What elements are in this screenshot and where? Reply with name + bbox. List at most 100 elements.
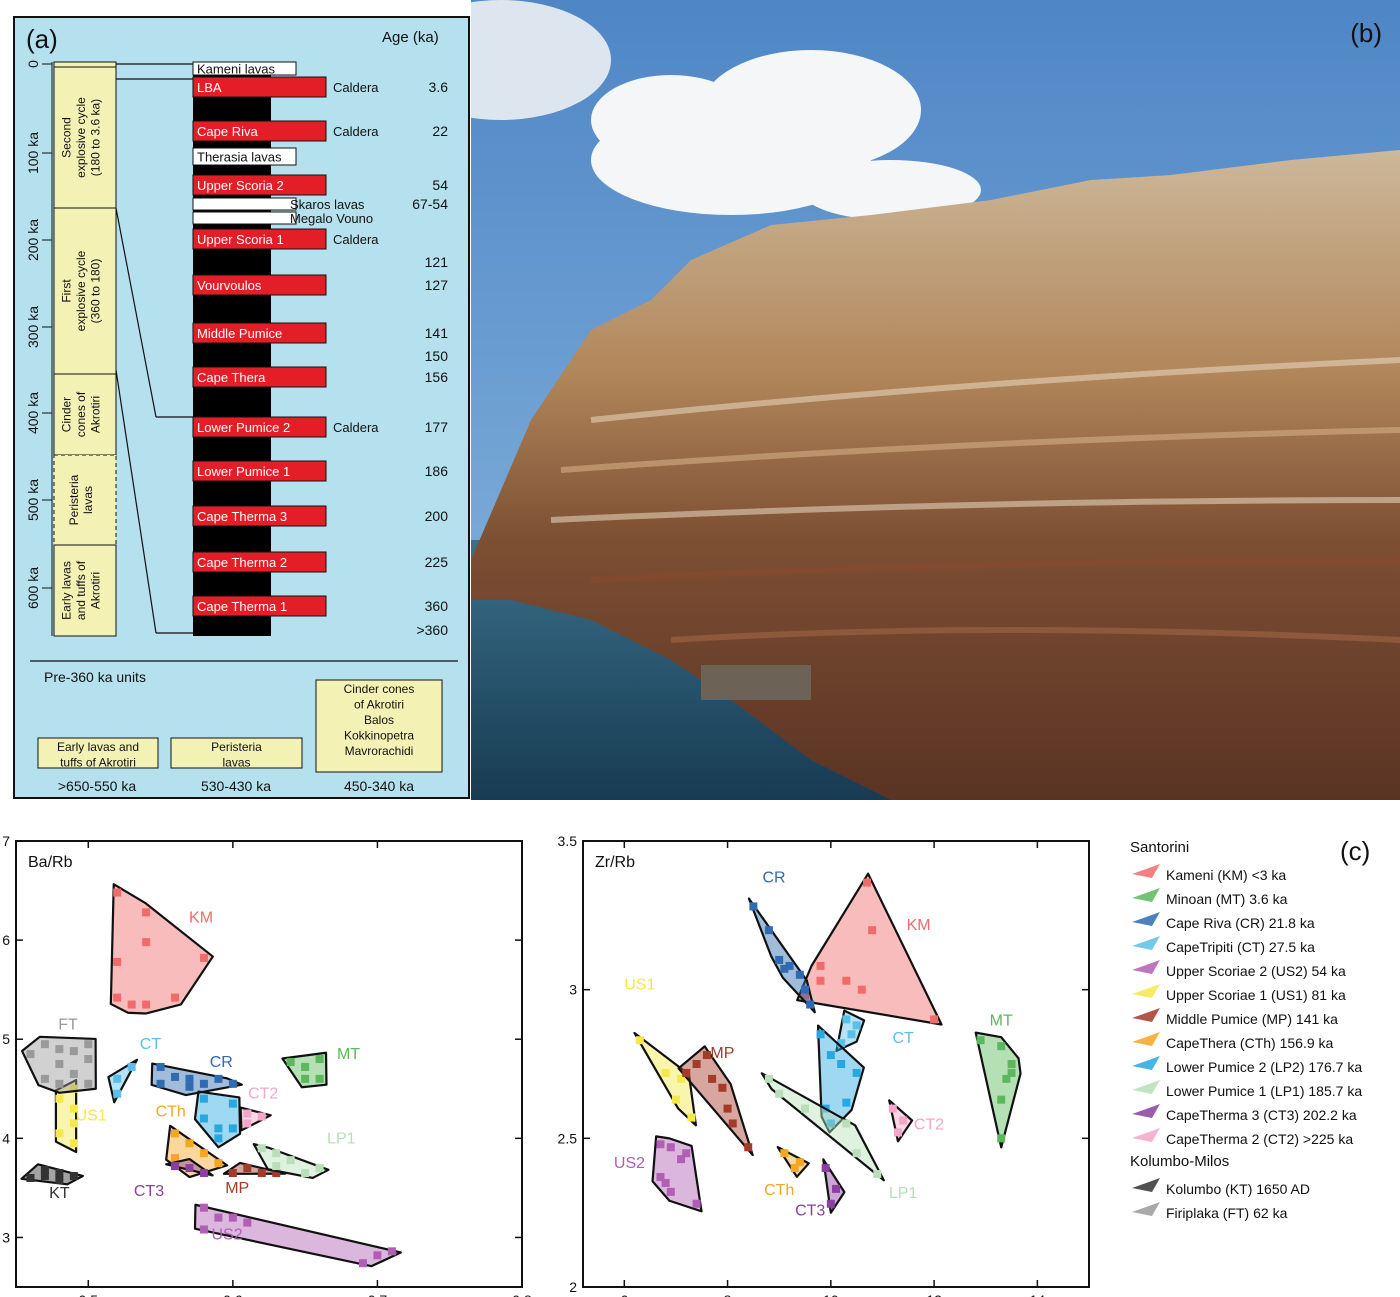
lava-label: Skaros lavas bbox=[290, 197, 365, 212]
data-point bbox=[656, 1140, 665, 1149]
pre-unit-label: lavas bbox=[222, 756, 250, 770]
cycle-label: Peristerialavas bbox=[67, 474, 95, 525]
data-point bbox=[315, 1164, 324, 1173]
data-point bbox=[69, 1119, 78, 1128]
field-mp bbox=[222, 1161, 287, 1175]
chart-zr-rb-vs-ba-y: 6810121422.533.5Ba/ YZr/RbKMMTCRCTUS2US1… bbox=[558, 833, 1090, 1297]
pre-unit-label: of Akrotiri bbox=[354, 698, 404, 712]
data-point bbox=[113, 1074, 122, 1083]
data-point bbox=[718, 1083, 727, 1092]
eruption-label: Lower Pumice 2 bbox=[197, 420, 290, 435]
axis-tick-label: 300 ka bbox=[25, 306, 41, 348]
age-label: 177 bbox=[425, 419, 449, 435]
pre-unit-label: tuffs of Akrotiri bbox=[60, 756, 136, 770]
data-point bbox=[69, 1047, 78, 1056]
data-point bbox=[775, 1089, 784, 1098]
data-point bbox=[84, 1040, 93, 1049]
age-label: 200 bbox=[425, 508, 449, 524]
eruption-bar bbox=[192, 505, 327, 527]
x-tick-label: 12 bbox=[926, 1292, 942, 1297]
legend-swatch bbox=[1132, 1056, 1160, 1070]
data-point bbox=[40, 1171, 49, 1180]
data-point bbox=[899, 1116, 908, 1125]
field-lp2 bbox=[193, 1090, 242, 1149]
data-point bbox=[806, 1000, 815, 1009]
cycle-label-line: Peristeria bbox=[67, 474, 81, 525]
series-label: CT3 bbox=[134, 1183, 164, 1200]
connector-line bbox=[115, 207, 157, 418]
cycle-label: Secondexplosive cycle(180 to 3.6 ka) bbox=[60, 97, 103, 178]
data-point bbox=[171, 993, 180, 1002]
data-point bbox=[228, 1124, 237, 1133]
data-point bbox=[55, 1094, 64, 1103]
data-point bbox=[842, 1119, 851, 1128]
chart-ba-rb-vs-th-la: 0.50.60.70.834567Th/LaBa/RbKMMTCRCTUS2US… bbox=[2, 833, 532, 1297]
caldera-label: Caldera bbox=[333, 232, 379, 247]
data-point bbox=[816, 961, 825, 970]
data-point bbox=[821, 1164, 830, 1173]
legend-swatch bbox=[1132, 864, 1160, 878]
data-point bbox=[677, 1155, 686, 1164]
pre-unit-label: Mavrorachidi bbox=[345, 744, 414, 758]
data-point bbox=[702, 1051, 711, 1060]
data-point bbox=[142, 938, 151, 947]
series-label: US1 bbox=[624, 977, 655, 994]
age-label: >360 bbox=[416, 622, 448, 638]
kameni-box bbox=[53, 61, 117, 68]
data-point bbox=[976, 1036, 985, 1045]
legend-entry: Firiplaka (FT) 62 ka bbox=[1166, 1205, 1288, 1221]
series-label: KT bbox=[49, 1185, 70, 1202]
panel-c-charts: 0.50.60.70.834567Th/LaBa/RbKMMTCRCTUS2US… bbox=[2, 833, 1370, 1297]
data-point bbox=[214, 1213, 223, 1222]
x-tick-label: 0.5 bbox=[79, 1292, 99, 1297]
data-point bbox=[55, 1169, 64, 1178]
data-point bbox=[40, 1074, 49, 1083]
field-kt bbox=[20, 1163, 84, 1186]
caldera-label: Caldera bbox=[333, 80, 379, 95]
pre-unit-label: Cinder cones bbox=[344, 682, 415, 696]
legend-swatch bbox=[1132, 888, 1160, 902]
data-point bbox=[315, 1074, 324, 1083]
pre-units-title: Pre-360 ka units bbox=[44, 669, 146, 685]
data-point bbox=[171, 1072, 180, 1081]
age-label: 127 bbox=[425, 277, 449, 293]
cycle-label-line: explosive cycle bbox=[74, 97, 88, 178]
eruption-bar bbox=[192, 174, 327, 196]
eruption-label: Cape Thera bbox=[197, 370, 266, 385]
series-label: MT bbox=[337, 1046, 360, 1063]
data-point bbox=[1002, 1074, 1011, 1083]
data-point bbox=[842, 976, 851, 985]
data-point bbox=[744, 1143, 753, 1152]
caldera-label: Caldera bbox=[333, 420, 379, 435]
data-point bbox=[826, 1051, 835, 1060]
axis-tick-label: 400 ka bbox=[25, 392, 41, 434]
pre-unit-box bbox=[315, 679, 443, 773]
legend-entry: Minoan (MT) 3.6 ka bbox=[1166, 891, 1288, 907]
data-point bbox=[1007, 1068, 1016, 1077]
eruption-bar bbox=[192, 551, 327, 573]
y-tick-label: 4 bbox=[2, 1130, 10, 1146]
eruption-label: Upper Scoria 2 bbox=[197, 178, 284, 193]
eruption-label: Lower Pumice 1 bbox=[197, 464, 290, 479]
data-point bbox=[801, 985, 810, 994]
legend-entry: Lower Pumice 1 (LP1) 185.7 ka bbox=[1166, 1083, 1362, 1099]
data-point bbox=[837, 1039, 846, 1048]
pre-unit-label: Kokkinopetra bbox=[344, 729, 414, 743]
legend: Santorini Kameni (KM) <3 ka Minoan (MT) 3.… bbox=[1130, 839, 1362, 1221]
lava-label: Megalo Vouno bbox=[290, 211, 373, 226]
data-point bbox=[837, 1060, 846, 1068]
data-point bbox=[764, 1074, 773, 1083]
panel-a-stratigraphy: (a) Age (ka) 0 100 ka 200 ka 300 ka 400 ka 50… bbox=[13, 16, 470, 799]
data-point bbox=[171, 1129, 180, 1138]
panel-b-photo: (b) bbox=[471, 0, 1400, 800]
eruption-label: Cape Therma 1 bbox=[197, 599, 287, 614]
data-point bbox=[243, 1109, 252, 1118]
y-tick-label: 3 bbox=[569, 982, 577, 998]
data-point bbox=[142, 1000, 151, 1009]
eruption-bar bbox=[192, 322, 327, 344]
legend-entry: CapeTherma 3 (CT3) 202.2 ka bbox=[1166, 1107, 1357, 1123]
cycle-box bbox=[53, 544, 117, 637]
data-point bbox=[127, 1062, 136, 1071]
pre-unit-age: 530-430 ka bbox=[201, 778, 271, 794]
data-point bbox=[228, 1079, 237, 1088]
